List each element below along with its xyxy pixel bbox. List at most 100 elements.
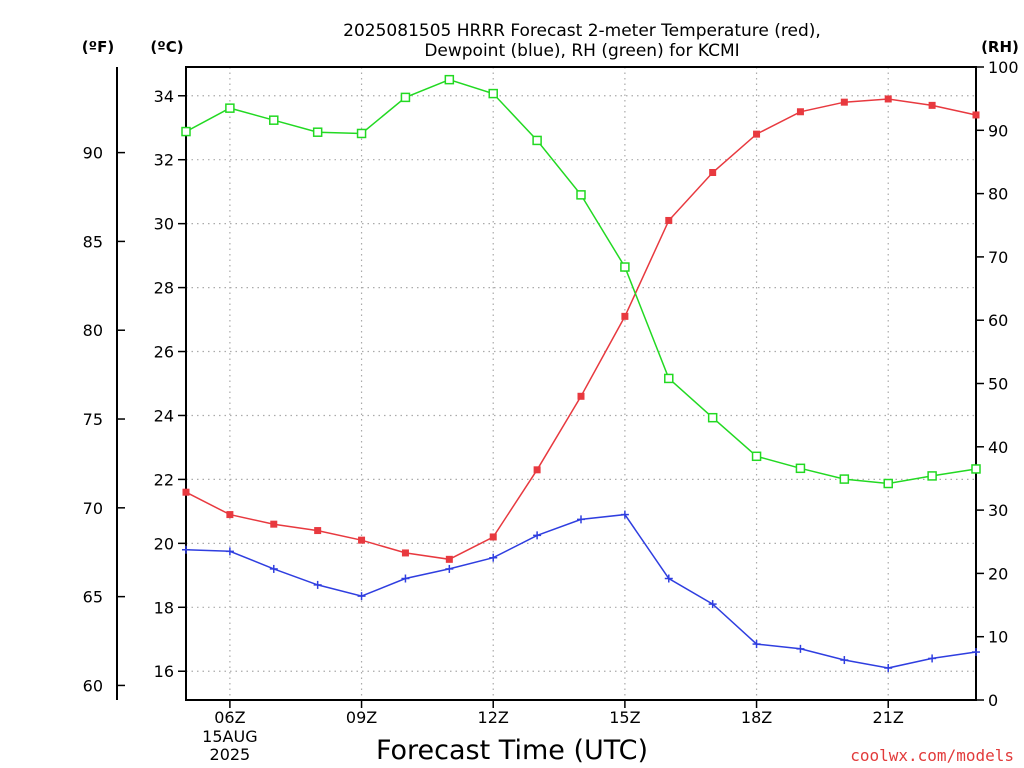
temperature-point xyxy=(577,392,585,400)
rh-point xyxy=(883,478,893,489)
dewpoint-point xyxy=(401,574,410,583)
x-tick-label: 21Z xyxy=(873,708,904,727)
dewpoint-point xyxy=(752,640,761,649)
temperature-series-line xyxy=(185,98,977,561)
dewpoint-point xyxy=(313,580,322,589)
rh-tick-label: 90 xyxy=(988,121,1008,140)
fahrenheit-tick-label: 70 xyxy=(83,499,103,518)
rh-point xyxy=(488,88,498,99)
fahrenheit-axis: 60 65 70 75 80 85 90 xyxy=(83,144,125,695)
dewpoint-point xyxy=(884,664,893,673)
x-tick-year-label: 2025 xyxy=(210,745,251,764)
rh-point xyxy=(839,474,850,484)
rh-point xyxy=(400,92,411,103)
dewpoint-point xyxy=(577,515,585,524)
rh-tick-label: 100 xyxy=(988,58,1019,77)
temperature-point xyxy=(621,312,629,320)
dewpoint-point xyxy=(664,574,673,583)
temperature-point xyxy=(270,520,278,528)
celsius-axis-unit: (ºC) xyxy=(150,38,183,56)
dewpoint-point xyxy=(928,654,937,663)
rh-series-line xyxy=(185,78,977,485)
gridlines xyxy=(186,67,976,700)
temperature-point xyxy=(533,466,541,474)
x-tick-date-label: 15AUG xyxy=(202,727,257,746)
credit-text: coolwx.com/models xyxy=(850,746,1014,765)
temperature-point xyxy=(489,533,497,541)
dewpoint-point xyxy=(796,644,805,653)
rh-point xyxy=(181,126,191,137)
fahrenheit-tick-label: 60 xyxy=(83,676,103,695)
rh-tick-label: 30 xyxy=(988,501,1008,520)
x-tick-label: 12Z xyxy=(478,708,509,727)
temperature-point xyxy=(358,536,366,544)
temperature-point xyxy=(928,101,936,109)
temperature-point xyxy=(840,98,848,106)
fahrenheit-tick-label: 75 xyxy=(83,410,103,429)
x-tick-label: 09Z xyxy=(346,708,377,727)
fahrenheit-tick-label: 90 xyxy=(83,144,103,163)
fahrenheit-tick-label: 65 xyxy=(83,588,103,607)
temperature-point xyxy=(753,130,761,138)
dewpoint-series-line xyxy=(185,513,977,669)
dewpoint-point xyxy=(357,592,366,601)
chart-title-line2: Dewpoint (blue), RH (green) for KCMI xyxy=(424,41,739,61)
dewpoint-point xyxy=(620,510,629,519)
fahrenheit-tick-label: 85 xyxy=(83,232,103,251)
celsius-tick-label: 34 xyxy=(154,87,174,106)
rh-point xyxy=(927,471,937,481)
dewpoint-point xyxy=(445,564,454,573)
rh-tick-label: 0 xyxy=(988,691,998,710)
celsius-tick-label: 28 xyxy=(154,279,174,298)
rh-point xyxy=(532,135,542,146)
rh-tick-label: 70 xyxy=(988,248,1008,267)
rh-tick-label: 40 xyxy=(988,438,1008,457)
temperature-point xyxy=(884,95,892,103)
celsius-tick-label: 22 xyxy=(154,470,174,489)
temperature-point xyxy=(709,169,717,176)
dewpoint-point xyxy=(708,600,717,609)
x-axis-label: Forecast Time (UTC) xyxy=(376,735,648,766)
rh-tick-label: 60 xyxy=(988,311,1008,330)
dewpoint-point xyxy=(840,656,849,665)
celsius-axis: 16 18 20 22 24 26 28 30 32 34 xyxy=(154,87,186,681)
rh-tick-label: 80 xyxy=(988,185,1008,204)
plot-frame xyxy=(185,66,977,701)
dewpoint-point xyxy=(269,564,278,573)
rh-tick-label: 20 xyxy=(988,564,1008,583)
rh-point xyxy=(664,373,674,384)
rh-point xyxy=(971,464,981,474)
rh-point xyxy=(751,451,762,462)
temperature-point xyxy=(182,488,190,496)
rh-tick-label: 50 xyxy=(988,375,1008,394)
temperature-point xyxy=(445,555,453,563)
rh-point xyxy=(444,74,455,85)
temperature-point xyxy=(796,108,804,116)
temperature-point xyxy=(314,527,322,535)
x-tick-label: 15Z xyxy=(609,708,640,727)
temperature-point xyxy=(972,111,980,119)
rh-point xyxy=(356,128,367,139)
x-tick-label: 06Z xyxy=(214,708,245,727)
chart-title-line1: 2025081505 HRRR Forecast 2-meter Tempera… xyxy=(343,21,821,41)
temperature-point xyxy=(401,549,409,557)
fahrenheit-axis-unit: (ºF) xyxy=(82,38,114,56)
celsius-tick-label: 32 xyxy=(154,151,174,170)
series-layer xyxy=(181,74,981,673)
temperature-point xyxy=(226,511,234,519)
rh-point xyxy=(225,103,235,113)
rh-point xyxy=(620,262,630,272)
celsius-tick-label: 18 xyxy=(154,598,174,617)
x-tick-label: 18Z xyxy=(741,708,772,727)
rh-point xyxy=(795,463,806,474)
rh-point xyxy=(269,115,279,125)
temperature-point xyxy=(665,216,673,224)
dewpoint-point xyxy=(533,531,542,540)
dewpoint-point xyxy=(972,648,980,657)
celsius-tick-label: 30 xyxy=(154,215,174,234)
dewpoint-point xyxy=(182,545,190,554)
dewpoint-point xyxy=(489,553,498,562)
celsius-tick-label: 16 xyxy=(154,662,174,681)
